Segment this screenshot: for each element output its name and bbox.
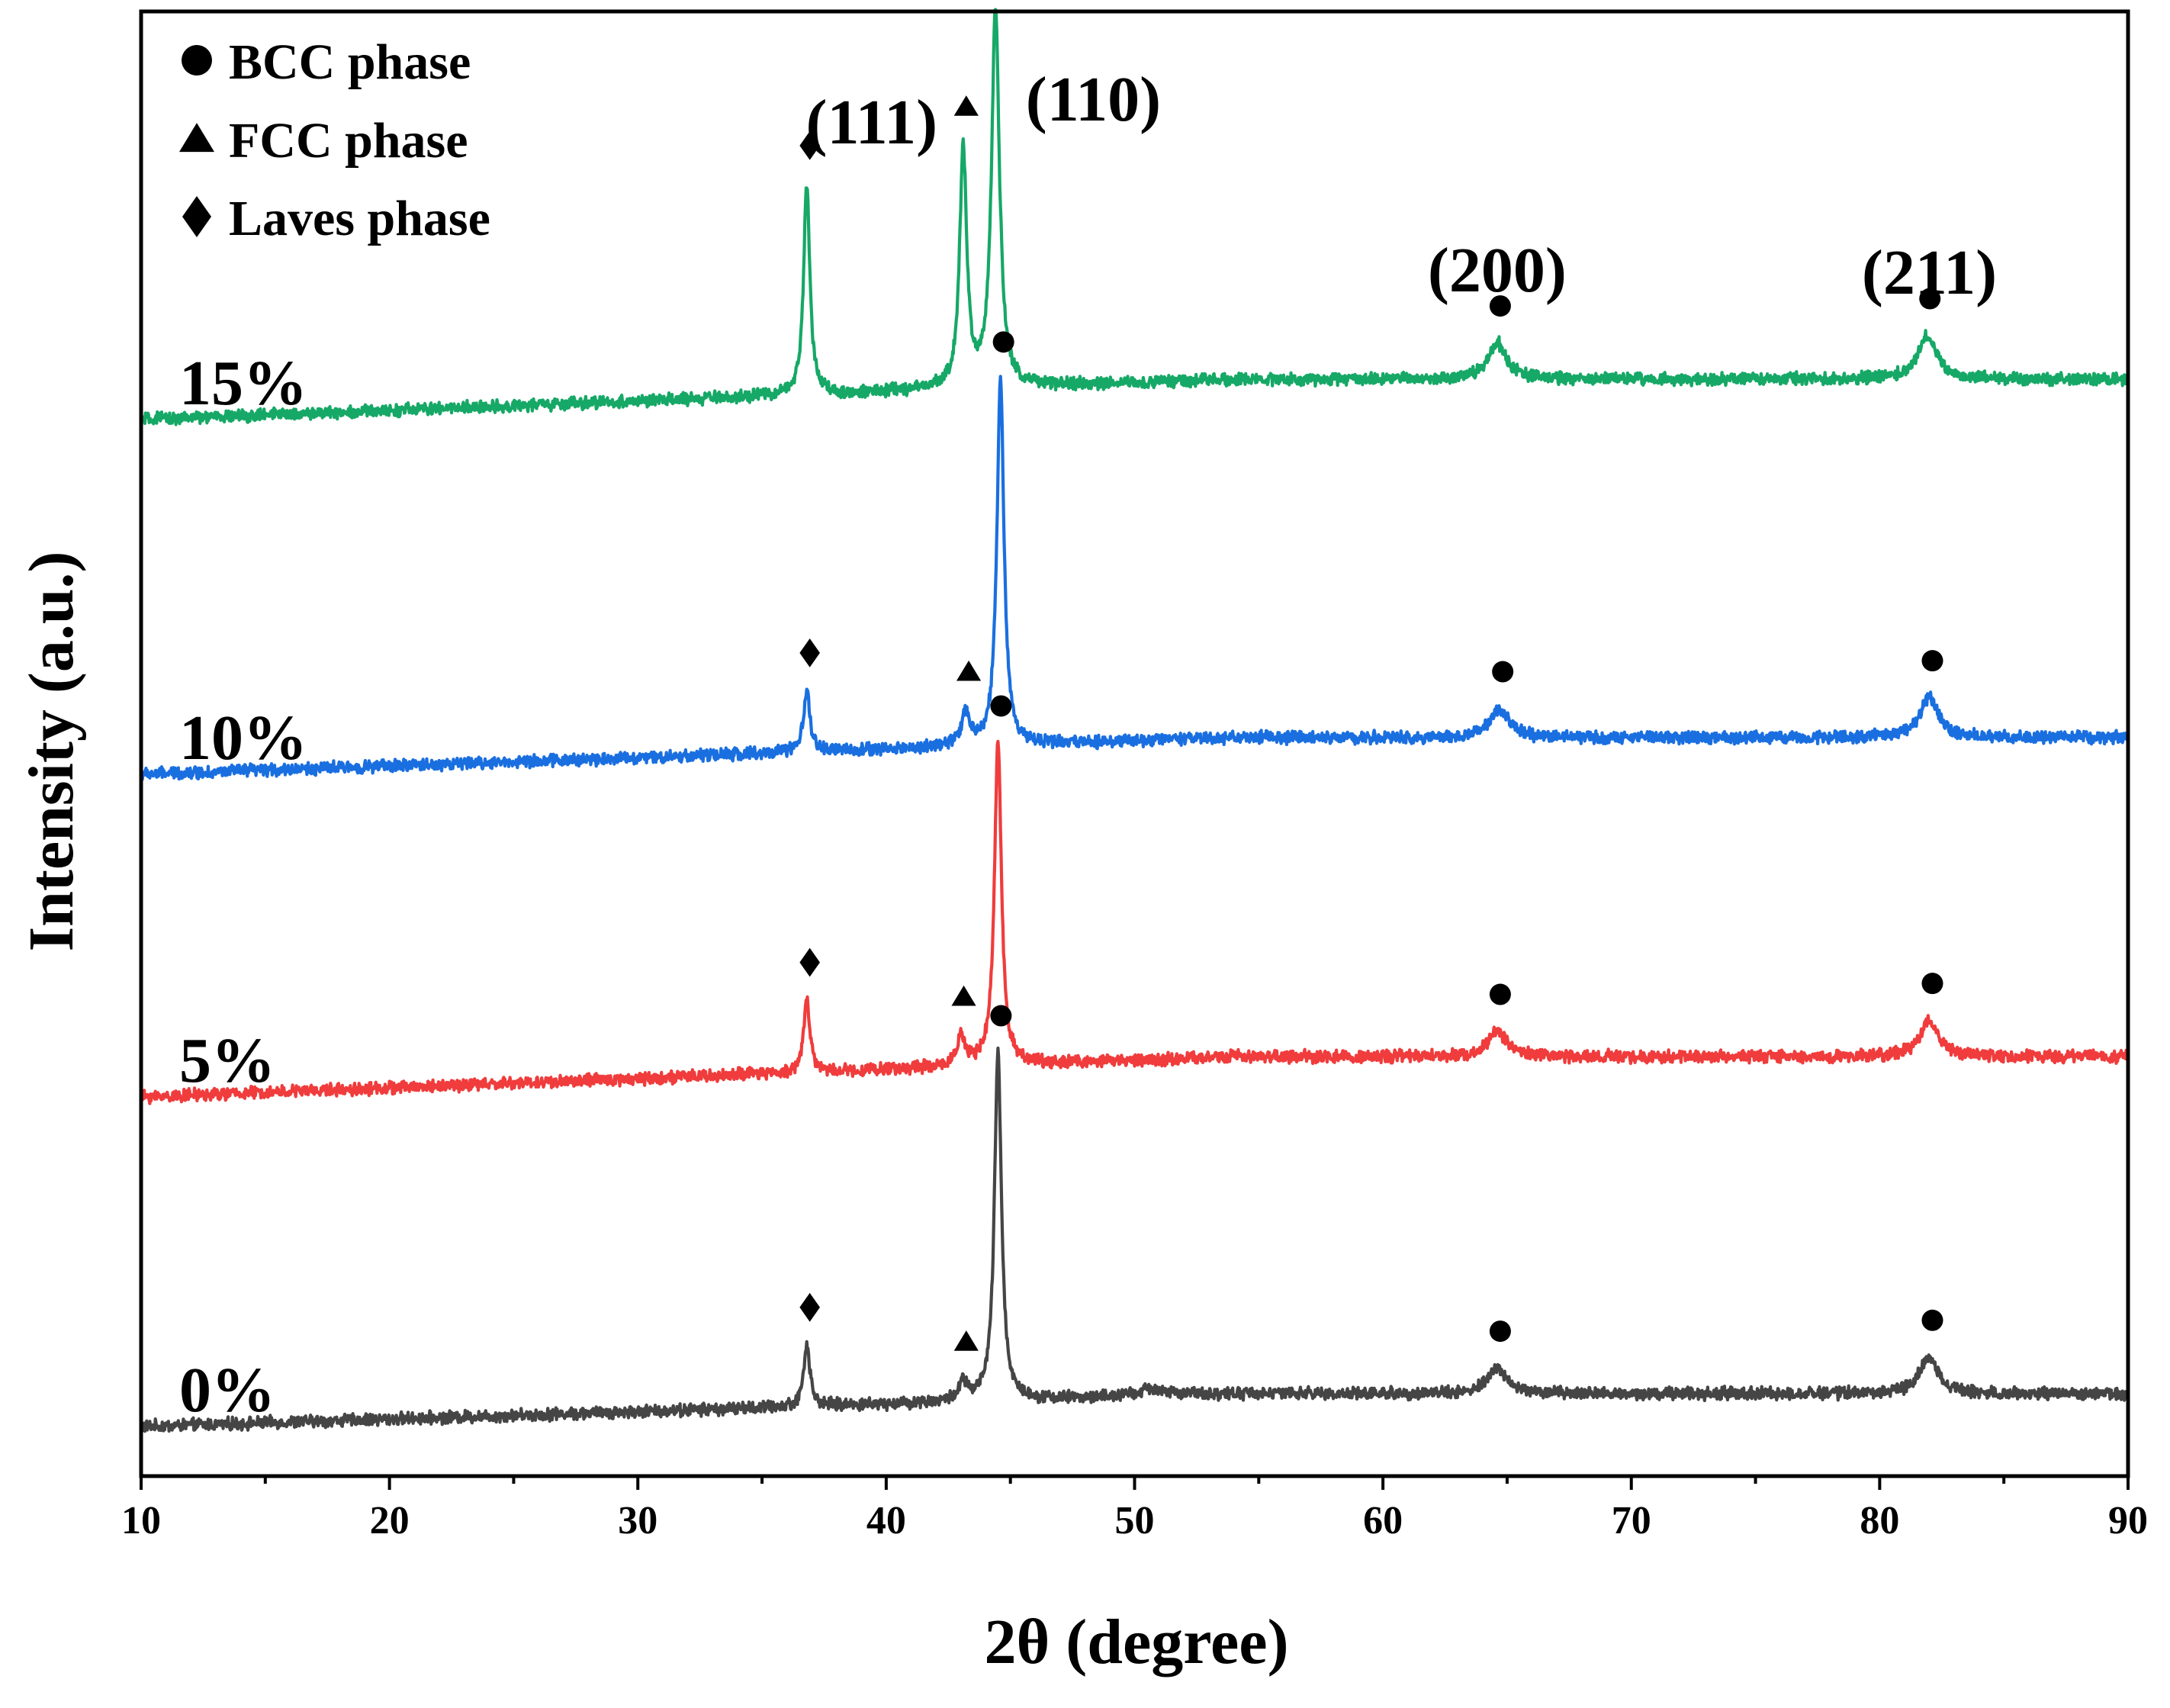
x-tick-label: 60 (1363, 1499, 1403, 1542)
legend-marker-circle (182, 45, 212, 76)
plane-label-111: (111) (805, 87, 937, 158)
phase-marker-circle-15pct-3 (1489, 295, 1511, 317)
phase-marker-circle-0pct-4 (1489, 1320, 1511, 1343)
x-tick-label: 50 (1115, 1499, 1155, 1542)
series-line-0pct (140, 1046, 2130, 1433)
x-axis-title: 2θ (degree) (984, 1607, 1288, 1677)
series-line-15pct (140, 8, 2130, 426)
phase-marker-diamond-15pct-0 (799, 130, 820, 160)
plane-label-110: (110) (1026, 64, 1161, 135)
series-label-10pct: 10% (179, 703, 307, 774)
x-tick-label: 40 (866, 1499, 906, 1542)
plane-label-211: (211) (1862, 237, 1997, 308)
series-layer: 0% 5% 10% 15% (139, 8, 2130, 1433)
phase-marker-triangle-0pct-1 (953, 1330, 979, 1351)
legend-label-circle: BCC phase (229, 34, 471, 90)
phase-marker-circle-5pct-3 (1489, 983, 1511, 1005)
legend-marker-triangle (179, 123, 214, 153)
phase-marker-circle-5pct-4 (1921, 973, 1943, 995)
phase-marker-circle-10pct-4 (1921, 650, 1943, 672)
x-tick-label: 20 (370, 1499, 410, 1542)
phase-marker-triangle-5pct-1 (951, 985, 976, 1006)
y-axis-title: Intensity (a.u.) (16, 551, 87, 951)
series-line-10pct (139, 375, 2130, 781)
phase-marker-circle-15pct-4 (1919, 288, 1941, 310)
plane-annotation-layer: (111) (110) (200) (211) (805, 64, 1997, 308)
phase-marker-layer (799, 95, 1943, 1351)
phase-marker-triangle-10pct-1 (956, 660, 982, 681)
phase-marker-diamond-5pct-0 (799, 947, 820, 977)
phase-marker-triangle-15pct-1 (953, 95, 979, 116)
series-label-0pct: 0% (179, 1355, 275, 1426)
legend-label-diamond: Laves phase (229, 191, 490, 246)
series-label-5pct: 5% (179, 1025, 275, 1096)
x-tick-label: 10 (121, 1499, 161, 1542)
x-tick-label: 90 (2108, 1499, 2148, 1542)
phase-marker-circle-5pct-2 (990, 695, 1012, 717)
legend-label-triangle: FCC phase (229, 113, 468, 169)
legend-marker-diamond (182, 196, 211, 237)
x-tick-label: 80 (1860, 1499, 1899, 1542)
phase-marker-diamond-0pct-0 (799, 1292, 820, 1322)
legend: BCC phase FCC phase Laves phase (179, 34, 490, 246)
x-tick-label: 30 (618, 1499, 657, 1542)
phase-marker-circle-10pct-3 (1492, 661, 1514, 683)
series-line-5pct (139, 739, 2130, 1105)
phase-marker-diamond-10pct-0 (799, 638, 820, 667)
phase-marker-circle-10pct-2 (992, 331, 1014, 353)
axes-layer: 10 20 30 40 50 60 70 80 90 (121, 9, 2148, 1542)
plane-label-200: (200) (1428, 235, 1567, 306)
series-label-15pct: 15% (179, 348, 307, 419)
phase-marker-circle-0pct-2 (990, 1005, 1012, 1027)
phase-marker-circle-0pct-5 (1921, 1309, 1943, 1331)
x-tick-label: 70 (1612, 1499, 1651, 1542)
